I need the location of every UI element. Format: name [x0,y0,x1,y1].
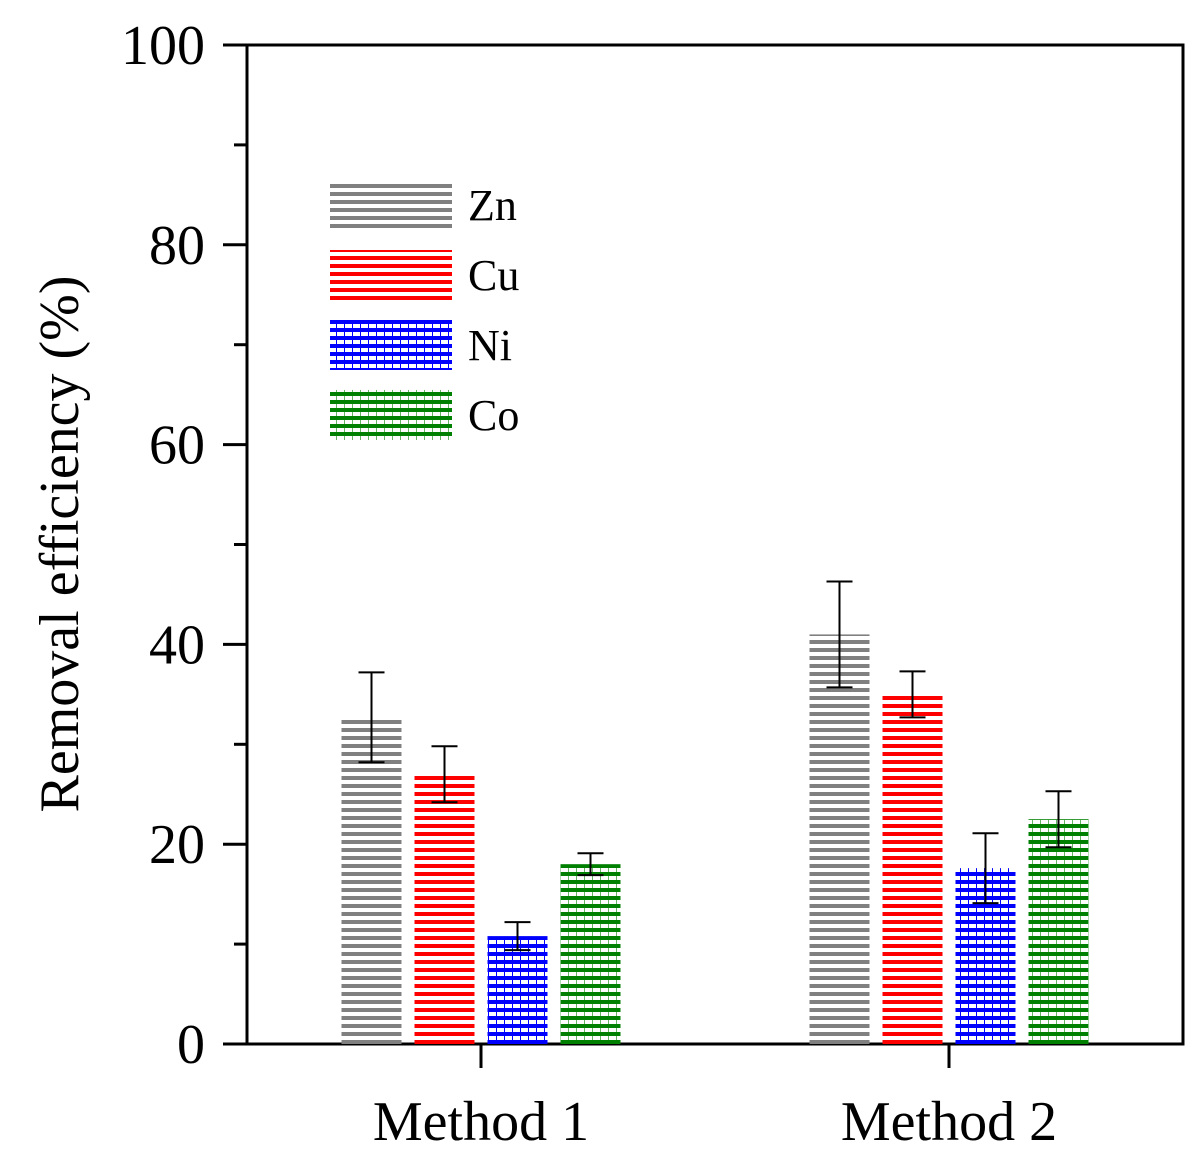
legend-item-zn: Zn [330,180,517,230]
x-tick-label: Method 2 [841,1091,1057,1153]
legend: Zn Cu Ni Co [330,180,519,440]
error-bars [358,580,1072,952]
error-bar-zn [358,671,385,764]
error-bar-cu [431,745,458,804]
error-bar-co [1045,790,1072,849]
legend-label: Ni [468,321,512,370]
y-tick-label: 0 [177,1014,205,1076]
bar-cu [882,694,943,1044]
legend-swatch [330,390,452,440]
bar-co [1028,819,1089,1044]
legend-label: Co [468,391,519,440]
legend-swatch [330,180,452,230]
bar-series [341,634,1089,1044]
bar-zn [341,717,402,1044]
y-tick-label: 40 [149,614,205,676]
error-bar-ni [504,921,531,952]
y-tick-label: 20 [149,814,205,876]
legend-item-co: Co [330,390,519,440]
x-tick-label: Method 1 [373,1091,589,1153]
error-bar-ni [972,832,999,905]
legend-swatch [330,250,452,300]
y-tick-label: 60 [149,415,205,477]
y-axis-title: Removal efficiency (%) [29,276,91,813]
x-axis: Method 1 Method 2 [373,1044,1057,1153]
bar-ni [487,936,548,1044]
legend-label: Zn [468,181,517,230]
bar-co [560,864,621,1044]
bar-zn [809,634,870,1044]
legend-item-cu: Cu [330,250,519,300]
y-axis: 0 20 40 60 80 100 [121,15,247,1076]
bar-cu [414,774,475,1044]
error-bar-cu [899,670,926,719]
legend-swatch [330,320,452,370]
y-tick-label: 80 [149,215,205,277]
error-bar-zn [826,580,853,689]
error-bar-co [577,852,604,877]
y-tick-label: 100 [121,15,205,77]
legend-item-ni: Ni [330,320,512,370]
legend-label: Cu [468,251,519,300]
